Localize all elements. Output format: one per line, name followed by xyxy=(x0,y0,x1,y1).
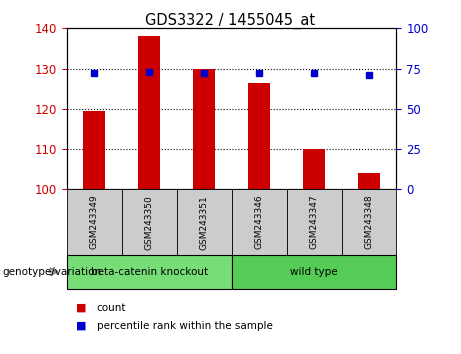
Bar xyxy=(138,36,160,189)
Text: GSM243348: GSM243348 xyxy=(365,195,373,250)
Text: ■: ■ xyxy=(76,303,87,313)
Text: count: count xyxy=(97,303,126,313)
Text: GSM243347: GSM243347 xyxy=(309,195,319,250)
Text: ■: ■ xyxy=(76,321,87,331)
Text: beta-catenin knockout: beta-catenin knockout xyxy=(91,267,208,277)
Text: GDS3322 / 1455045_at: GDS3322 / 1455045_at xyxy=(145,12,316,29)
Text: genotype/variation: genotype/variation xyxy=(2,267,101,277)
Bar xyxy=(358,173,380,189)
Bar xyxy=(303,149,325,189)
Bar xyxy=(193,69,215,189)
Text: wild type: wild type xyxy=(290,267,338,277)
Text: GSM243351: GSM243351 xyxy=(200,195,209,250)
Text: GSM243350: GSM243350 xyxy=(145,195,154,250)
Text: percentile rank within the sample: percentile rank within the sample xyxy=(97,321,273,331)
Text: GSM243346: GSM243346 xyxy=(254,195,264,250)
Bar xyxy=(248,83,270,189)
Bar xyxy=(83,111,105,189)
Text: GSM243349: GSM243349 xyxy=(90,195,99,250)
